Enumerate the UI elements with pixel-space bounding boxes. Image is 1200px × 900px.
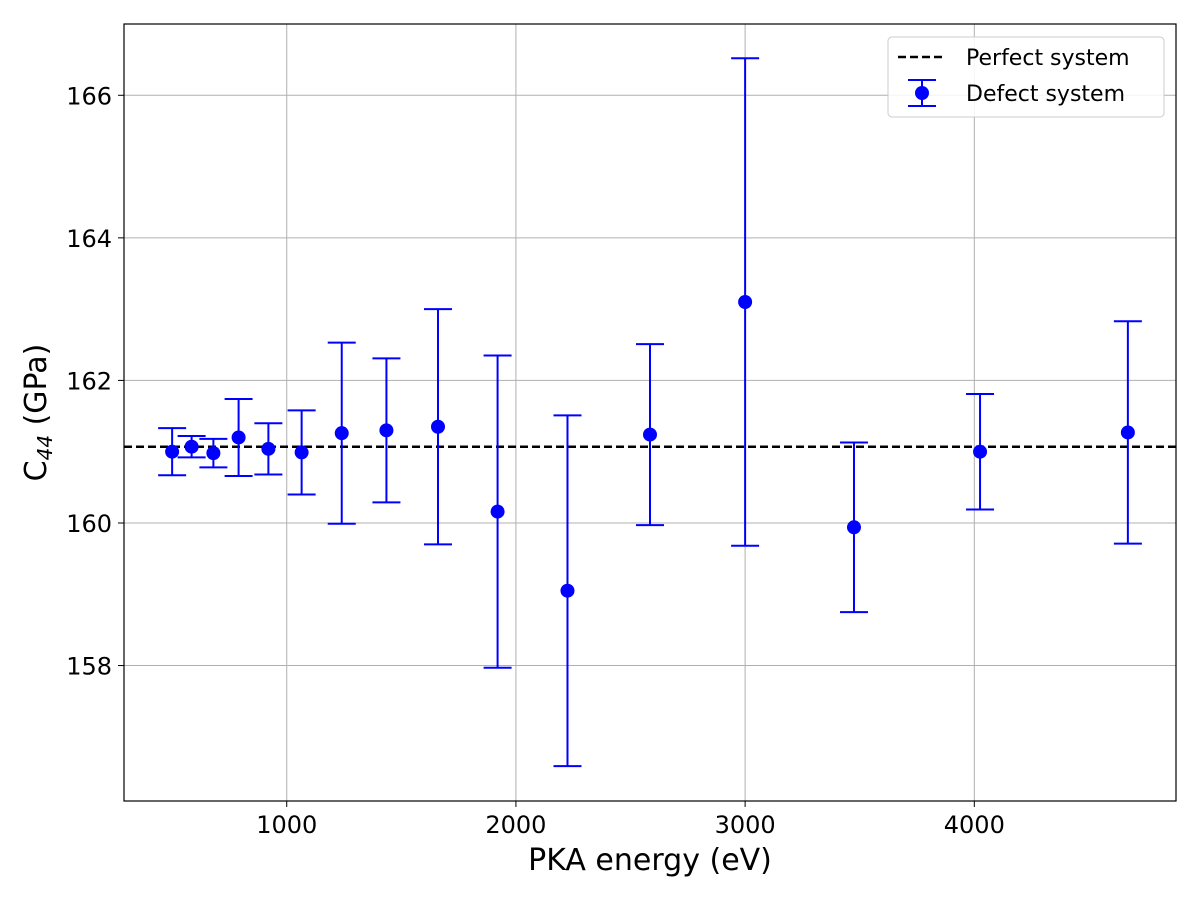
legend: Perfect system Defect system (887, 36, 1165, 118)
data-point-group (177, 435, 206, 459)
x-tick-label: 4000 (944, 811, 1005, 839)
data-point-group (966, 392, 995, 511)
data-point (973, 444, 988, 459)
x-axis-title: PKA energy (eV) (528, 843, 772, 878)
plot-frame (123, 23, 1177, 802)
legend-box (887, 36, 1165, 118)
y-tick-label: 166 (66, 82, 112, 110)
data-point-group (423, 308, 452, 546)
data-point (334, 426, 349, 441)
y-axis-title: C44 (GPa) (19, 344, 57, 482)
data-point (490, 504, 505, 519)
x-tick-label: 1000 (256, 811, 317, 839)
data-point-group (636, 343, 664, 527)
data-point-group (327, 341, 356, 525)
data-point (165, 444, 180, 459)
y-axis-title-main: C (19, 460, 54, 481)
data-point-group (254, 422, 283, 476)
y-axis-title-subscript: 44 (33, 435, 57, 460)
x-tick-label: 3000 (715, 811, 776, 839)
data-point (294, 445, 309, 460)
data-point (379, 423, 394, 438)
x-tick-label: 2000 (485, 811, 546, 839)
x-axis-ticks: 1000 2000 3000 4000 (256, 801, 1005, 839)
data-point (261, 441, 276, 456)
legend-label-perfect-system: Perfect system (966, 46, 1130, 71)
y-axis-title-unit: (GPa) (19, 344, 54, 435)
data-point-group (1113, 320, 1142, 545)
data-point-group (158, 427, 187, 477)
data-point (738, 295, 753, 310)
y-tick-label: 160 (66, 510, 112, 538)
legend-swatch-defect-system (908, 79, 936, 107)
data-point (231, 430, 246, 445)
y-tick-label: 158 (66, 653, 112, 681)
data-point-group (372, 357, 401, 504)
data-point (206, 446, 221, 461)
data-point (846, 520, 861, 535)
data-point-group (287, 409, 316, 496)
y-tick-label: 162 (66, 367, 112, 395)
y-tick-label: 164 (66, 225, 112, 253)
legend-label-defect-system: Defect system (966, 82, 1125, 107)
data-point-group (224, 397, 253, 477)
data-point (1120, 425, 1135, 440)
data-point (184, 439, 199, 454)
data-point-group (199, 437, 228, 469)
data-series-defect (158, 57, 1142, 768)
data-point (560, 583, 575, 598)
data-point-group (553, 414, 582, 768)
y-axis-ticks: 158 160 162 164 166 (66, 82, 124, 681)
data-point-group (731, 57, 760, 547)
data-point (430, 419, 445, 434)
data-point (643, 427, 657, 442)
legend-marker (915, 86, 929, 100)
data-point-group (839, 441, 868, 614)
data-point-group (483, 354, 512, 669)
